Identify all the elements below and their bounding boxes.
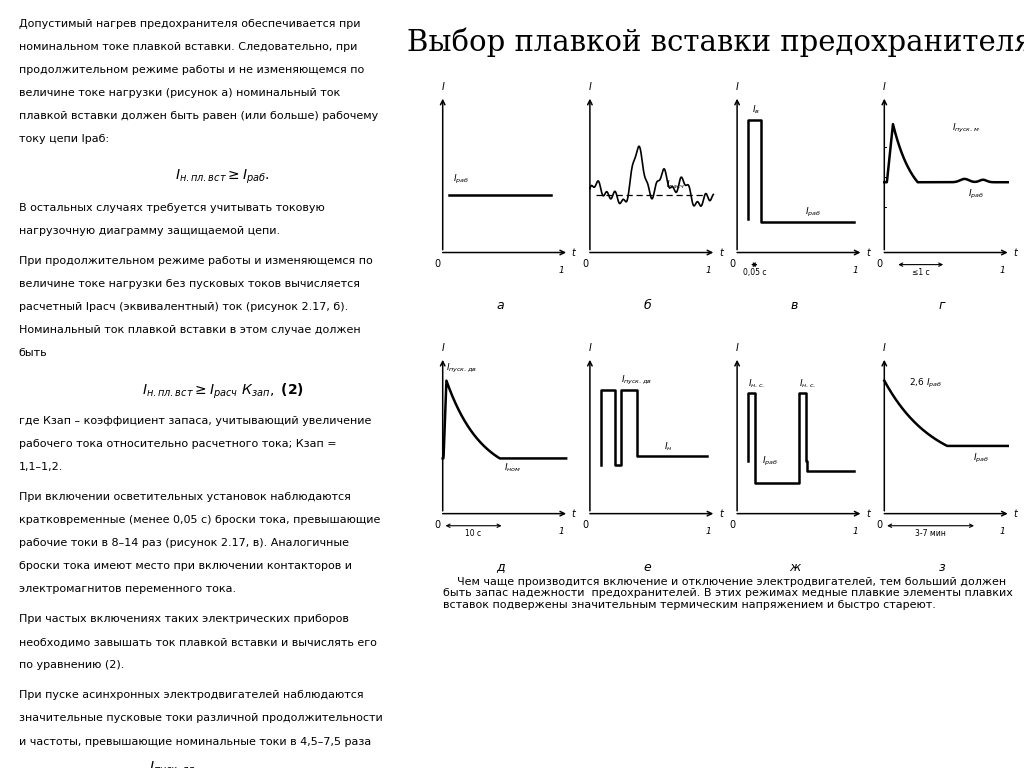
Text: величине токе нагрузки без пусковых токов вычисляется: величине токе нагрузки без пусковых токо…: [18, 279, 359, 289]
Text: I: I: [883, 82, 886, 92]
Text: I: I: [883, 343, 886, 353]
Text: электромагнитов переменного тока.: электромагнитов переменного тока.: [18, 584, 236, 594]
Text: быть: быть: [18, 348, 47, 358]
Text: 0,05 с: 0,05 с: [742, 268, 766, 276]
Text: $I_{н.с.}$: $I_{н.с.}$: [749, 377, 765, 389]
Text: ≤1 с: ≤1 с: [912, 268, 930, 276]
Text: t: t: [1014, 247, 1017, 257]
Text: рабочего тока относительно расчетного тока; Кзап =: рабочего тока относительно расчетного то…: [18, 439, 336, 449]
Text: $2{,}6\ I_{раб}$: $2{,}6\ I_{раб}$: [909, 376, 942, 389]
Text: б: б: [643, 300, 651, 313]
Text: $I_{н.с.}$: $I_{н.с.}$: [799, 377, 816, 389]
Text: г: г: [939, 300, 945, 313]
Text: При пуске асинхронных электродвигателей наблюдаются: При пуске асинхронных электродвигателей …: [18, 690, 364, 700]
Text: $I_{раб}$: $I_{раб}$: [453, 173, 469, 186]
Text: по уравнению (2).: по уравнению (2).: [18, 660, 124, 670]
Text: t: t: [1014, 508, 1017, 518]
Text: нагрузочную диаграмму защищаемой цепи.: нагрузочную диаграмму защищаемой цепи.: [18, 226, 280, 236]
Text: 0: 0: [582, 259, 588, 269]
Text: а: а: [497, 300, 504, 313]
Text: $I_{пуск.дв}$: $I_{пуск.дв}$: [446, 362, 477, 375]
Text: 1: 1: [706, 266, 712, 275]
Text: 1: 1: [558, 528, 564, 536]
Text: I: I: [735, 343, 738, 353]
Text: I: I: [441, 82, 444, 92]
Text: I: I: [441, 343, 444, 353]
Text: $I_{ном}$: $I_{ном}$: [505, 462, 521, 475]
Text: броски тока имеют место при включении контакторов и: броски тока имеют место при включении ко…: [18, 561, 351, 571]
Text: t: t: [719, 247, 723, 257]
Text: $I_{раб}$: $I_{раб}$: [969, 188, 984, 201]
Text: I: I: [735, 82, 738, 92]
Text: и частоты, превышающие номинальные токи в 4,5–7,5 раза: и частоты, превышающие номинальные токи …: [18, 737, 371, 746]
Text: 0: 0: [729, 259, 735, 269]
Text: плавкой вставки должен быть равен (или больше) рабочему: плавкой вставки должен быть равен (или б…: [18, 111, 378, 121]
Text: I: I: [589, 343, 591, 353]
Text: где Кзап – коэффициент запаса, учитывающий увеличение: где Кзап – коэффициент запаса, учитывающ…: [18, 416, 371, 426]
Text: При частых включениях таких электрических приборов: При частых включениях таких электрически…: [18, 614, 348, 624]
Text: t: t: [719, 508, 723, 518]
Text: в: в: [791, 300, 799, 313]
Text: 1: 1: [706, 528, 712, 536]
Text: Выбор плавкой вставки предохранителя: Выбор плавкой вставки предохранителя: [407, 28, 1024, 57]
Text: При продолжительном режиме работы и изменяющемся по: При продолжительном режиме работы и изме…: [18, 256, 373, 266]
Text: 1: 1: [853, 266, 858, 275]
Text: ж: ж: [788, 561, 800, 574]
Text: $I_{раб}$: $I_{раб}$: [973, 452, 989, 465]
Text: е: е: [643, 561, 651, 574]
Text: $I_в$: $I_в$: [752, 104, 760, 117]
Text: $I_{пуск.дв}$: $I_{пуск.дв}$: [148, 760, 195, 768]
Text: необходимо завышать ток плавкой вставки и вычислять его: необходимо завышать ток плавкой вставки …: [18, 637, 377, 647]
Text: I: I: [589, 82, 591, 92]
Text: 0: 0: [729, 520, 735, 530]
Text: 1: 1: [999, 266, 1006, 275]
Text: t: t: [571, 247, 575, 257]
Text: 1: 1: [853, 528, 858, 536]
Text: $I_{раб}$: $I_{раб}$: [805, 206, 821, 220]
Text: t: t: [866, 508, 870, 518]
Text: продолжительном режиме работы и не изменяющемся по: продолжительном режиме работы и не измен…: [18, 65, 364, 75]
Text: значительные пусковые токи различной продолжительности: значительные пусковые токи различной про…: [18, 713, 383, 723]
Text: 0: 0: [877, 259, 883, 269]
Text: $I_{пуск.м}$: $I_{пуск.м}$: [952, 121, 980, 134]
Text: t: t: [571, 508, 575, 518]
Text: $\mathit{I_{н.пл.вст} \geq I_{раб}.}$: $\mathit{I_{н.пл.вст} \geq I_{раб}.}$: [175, 168, 270, 187]
Text: Чем чаще производится включение и отключение электродвигателей, тем больший долж: Чем чаще производится включение и отключ…: [442, 577, 1013, 610]
Text: $\mathit{I_{н.пл.вст} \geq I_{расч}\ К_{зап},}$ (2): $\mathit{I_{н.пл.вст} \geq I_{расч}\ К_{…: [141, 382, 304, 401]
Text: 1: 1: [999, 528, 1006, 536]
Text: $I_{пуск.дв}$: $I_{пуск.дв}$: [622, 373, 652, 386]
Text: з: з: [939, 561, 945, 574]
Text: величине токе нагрузки (рисунок а) номинальный ток: величине токе нагрузки (рисунок а) номин…: [18, 88, 340, 98]
Text: 10 с: 10 с: [466, 529, 481, 538]
Text: 0: 0: [877, 520, 883, 530]
Text: $I_{расч}$: $I_{расч}$: [667, 179, 686, 192]
Text: 0: 0: [582, 520, 588, 530]
Text: току цепи Iраб:: току цепи Iраб:: [18, 134, 109, 144]
Text: расчетный Iрасч (эквивалентный) ток (рисунок 2.17, б).: расчетный Iрасч (эквивалентный) ток (рис…: [18, 302, 348, 312]
Text: $I_{раб}$: $I_{раб}$: [762, 455, 778, 468]
Text: t: t: [866, 247, 870, 257]
Text: д: д: [496, 561, 505, 574]
Text: 1,1–1,2.: 1,1–1,2.: [18, 462, 63, 472]
Text: 1: 1: [558, 266, 564, 275]
Text: Допустимый нагрев предохранителя обеспечивается при: Допустимый нагрев предохранителя обеспеч…: [18, 19, 360, 29]
Text: $I_н$: $I_н$: [664, 441, 673, 453]
Text: В остальных случаях требуется учитывать токовую: В остальных случаях требуется учитывать …: [18, 203, 325, 213]
Text: 3-7 мин: 3-7 мин: [915, 529, 946, 538]
Text: Номинальный ток плавкой вставки в этом случае должен: Номинальный ток плавкой вставки в этом с…: [18, 325, 360, 335]
Text: номинальном токе плавкой вставки. Следовательно, при: номинальном токе плавкой вставки. Следов…: [18, 42, 357, 52]
Text: При включении осветительных установок наблюдаются: При включении осветительных установок на…: [18, 492, 350, 502]
Text: 0: 0: [435, 259, 441, 269]
Text: кратковременные (менее 0,05 с) броски тока, превышающие: кратковременные (менее 0,05 с) броски то…: [18, 515, 380, 525]
Text: 0: 0: [435, 520, 441, 530]
Text: рабочие токи в 8–14 раз (рисунок 2.17, в). Аналогичные: рабочие токи в 8–14 раз (рисунок 2.17, в…: [18, 538, 349, 548]
